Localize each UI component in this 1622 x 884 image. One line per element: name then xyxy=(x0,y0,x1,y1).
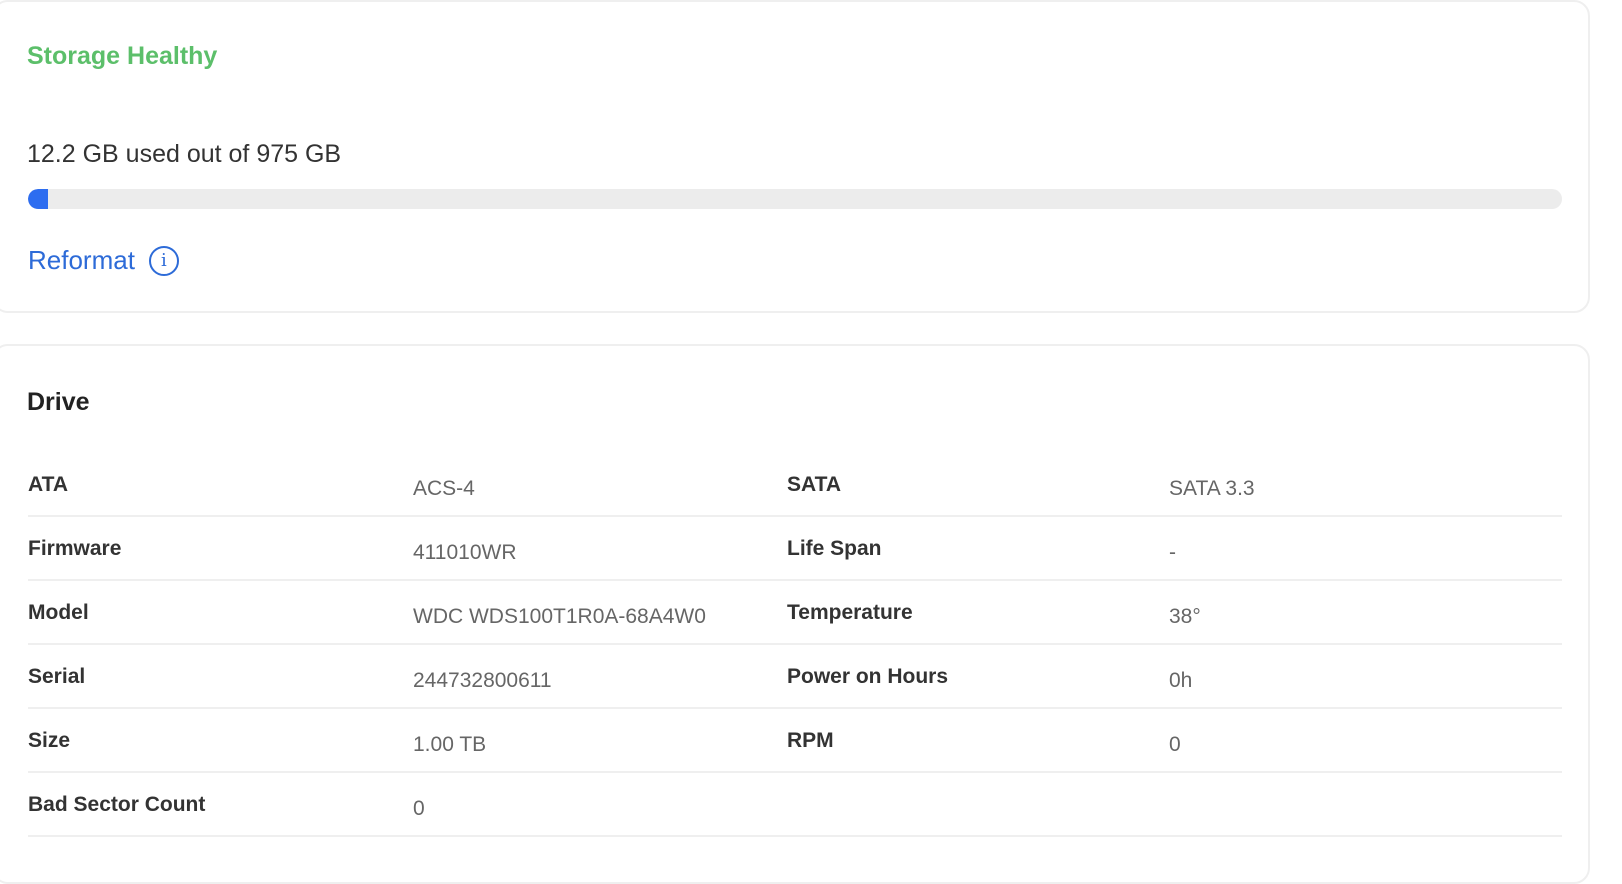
field-label: Size xyxy=(28,729,71,752)
storage-card: Storage Healthy 12.2 GB used out of 975 … xyxy=(0,0,1590,313)
table-row: Model WDC WDS100T1R0A-68A4W0 Temperature 38… xyxy=(28,581,1562,645)
drive-card: Drive ATA ACS-4 SATA SATA 3.3 Firmware 411010… xyxy=(0,344,1590,884)
field-label: Firmware xyxy=(28,537,122,560)
field-label: RPM xyxy=(787,729,834,752)
storage-status: Storage Healthy xyxy=(27,42,218,70)
field-label: Model xyxy=(28,601,89,624)
info-icon[interactable]: i xyxy=(148,245,179,276)
field-label: Serial xyxy=(28,665,86,688)
field-value: 0 xyxy=(413,797,425,820)
field-label: Power on Hours xyxy=(787,665,949,688)
field-label: Temperature xyxy=(787,601,913,624)
field-value: 38° xyxy=(1169,605,1201,628)
reformat-label: Reformat xyxy=(28,245,135,275)
storage-usage-bar xyxy=(28,189,1562,209)
table-row: Size 1.00 TB RPM 0 xyxy=(28,709,1562,773)
table-row: Serial 244732800611 Power on Hours 0h xyxy=(28,645,1562,709)
storage-usage-text: 12.2 GB used out of 975 GB xyxy=(27,140,342,168)
field-value: 0 xyxy=(1169,733,1181,756)
field-label: ATA xyxy=(28,473,69,496)
field-value: - xyxy=(1169,541,1176,564)
field-label: SATA xyxy=(787,473,842,496)
field-value: 0h xyxy=(1169,669,1193,692)
field-value: SATA 3.3 xyxy=(1169,477,1255,500)
field-value: ACS-4 xyxy=(413,477,475,500)
field-value: 1.00 TB xyxy=(413,733,487,756)
reformat-button[interactable]: Reformat i xyxy=(28,245,179,276)
storage-usage-fill xyxy=(28,189,48,209)
field-label: Life Span xyxy=(787,537,882,560)
drive-title: Drive xyxy=(27,388,90,416)
table-row: Bad Sector Count 0 xyxy=(28,773,1562,837)
table-row: Firmware 411010WR Life Span - xyxy=(28,517,1562,581)
field-value: 244732800611 xyxy=(413,669,552,692)
drive-info-table: ATA ACS-4 SATA SATA 3.3 Firmware 411010WR Life… xyxy=(28,453,1562,837)
table-row: ATA ACS-4 SATA SATA 3.3 xyxy=(28,453,1562,517)
field-label: Bad Sector Count xyxy=(28,793,206,816)
field-value: 411010WR xyxy=(413,541,517,564)
field-value: WDC WDS100T1R0A-68A4W0 xyxy=(413,605,706,628)
